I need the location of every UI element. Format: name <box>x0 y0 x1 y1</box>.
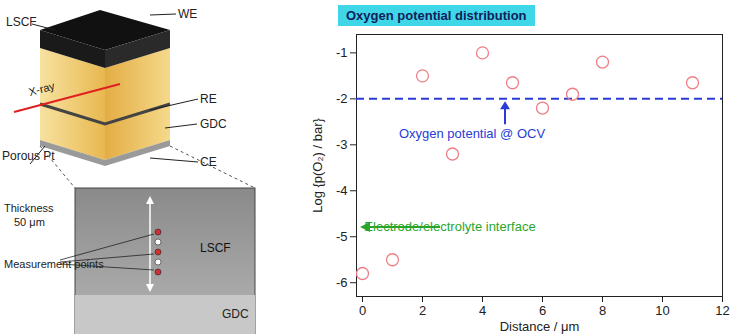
svg-text:50 μm: 50 μm <box>14 216 45 228</box>
svg-text:-6: -6 <box>336 275 348 290</box>
svg-text:0: 0 <box>359 303 366 318</box>
svg-text:-4: -4 <box>336 183 348 198</box>
svg-text:-1: -1 <box>336 45 348 60</box>
svg-text:4: 4 <box>479 303 486 318</box>
svg-text:Measurement points: Measurement points <box>4 258 104 270</box>
svg-text:Electrode/electrolyte interfac: Electrode/electrolyte interface <box>364 219 535 234</box>
svg-text:X-ray: X-ray <box>27 79 56 98</box>
svg-text:LSCF: LSCF <box>200 241 231 255</box>
svg-text:-3: -3 <box>336 137 348 152</box>
svg-text:8: 8 <box>599 303 606 318</box>
svg-text:2: 2 <box>419 303 426 318</box>
svg-text:GDC: GDC <box>222 307 249 321</box>
svg-text:Thickness: Thickness <box>4 202 54 214</box>
svg-text:WE: WE <box>178 7 197 21</box>
svg-text:GDC: GDC <box>200 117 227 131</box>
svg-text:10: 10 <box>655 303 669 318</box>
svg-text:Distance / μm: Distance / μm <box>500 319 580 334</box>
svg-text:12: 12 <box>715 303 729 318</box>
svg-text:-5: -5 <box>336 229 348 244</box>
svg-text:CE: CE <box>200 155 217 169</box>
svg-text:6: 6 <box>539 303 546 318</box>
svg-text:LSCF: LSCF <box>6 15 37 29</box>
svg-text:Oxygen potential @ OCV: Oxygen potential @ OCV <box>399 126 545 141</box>
svg-text:Log {p(O₂) / bar}: Log {p(O₂) / bar} <box>310 118 325 213</box>
svg-text:-2: -2 <box>336 91 348 106</box>
svg-text:RE: RE <box>200 92 217 106</box>
html-text:Oxygen potential distribution: Oxygen potential distribution <box>346 8 527 23</box>
svg-text:Porous Pt: Porous Pt <box>2 149 55 163</box>
